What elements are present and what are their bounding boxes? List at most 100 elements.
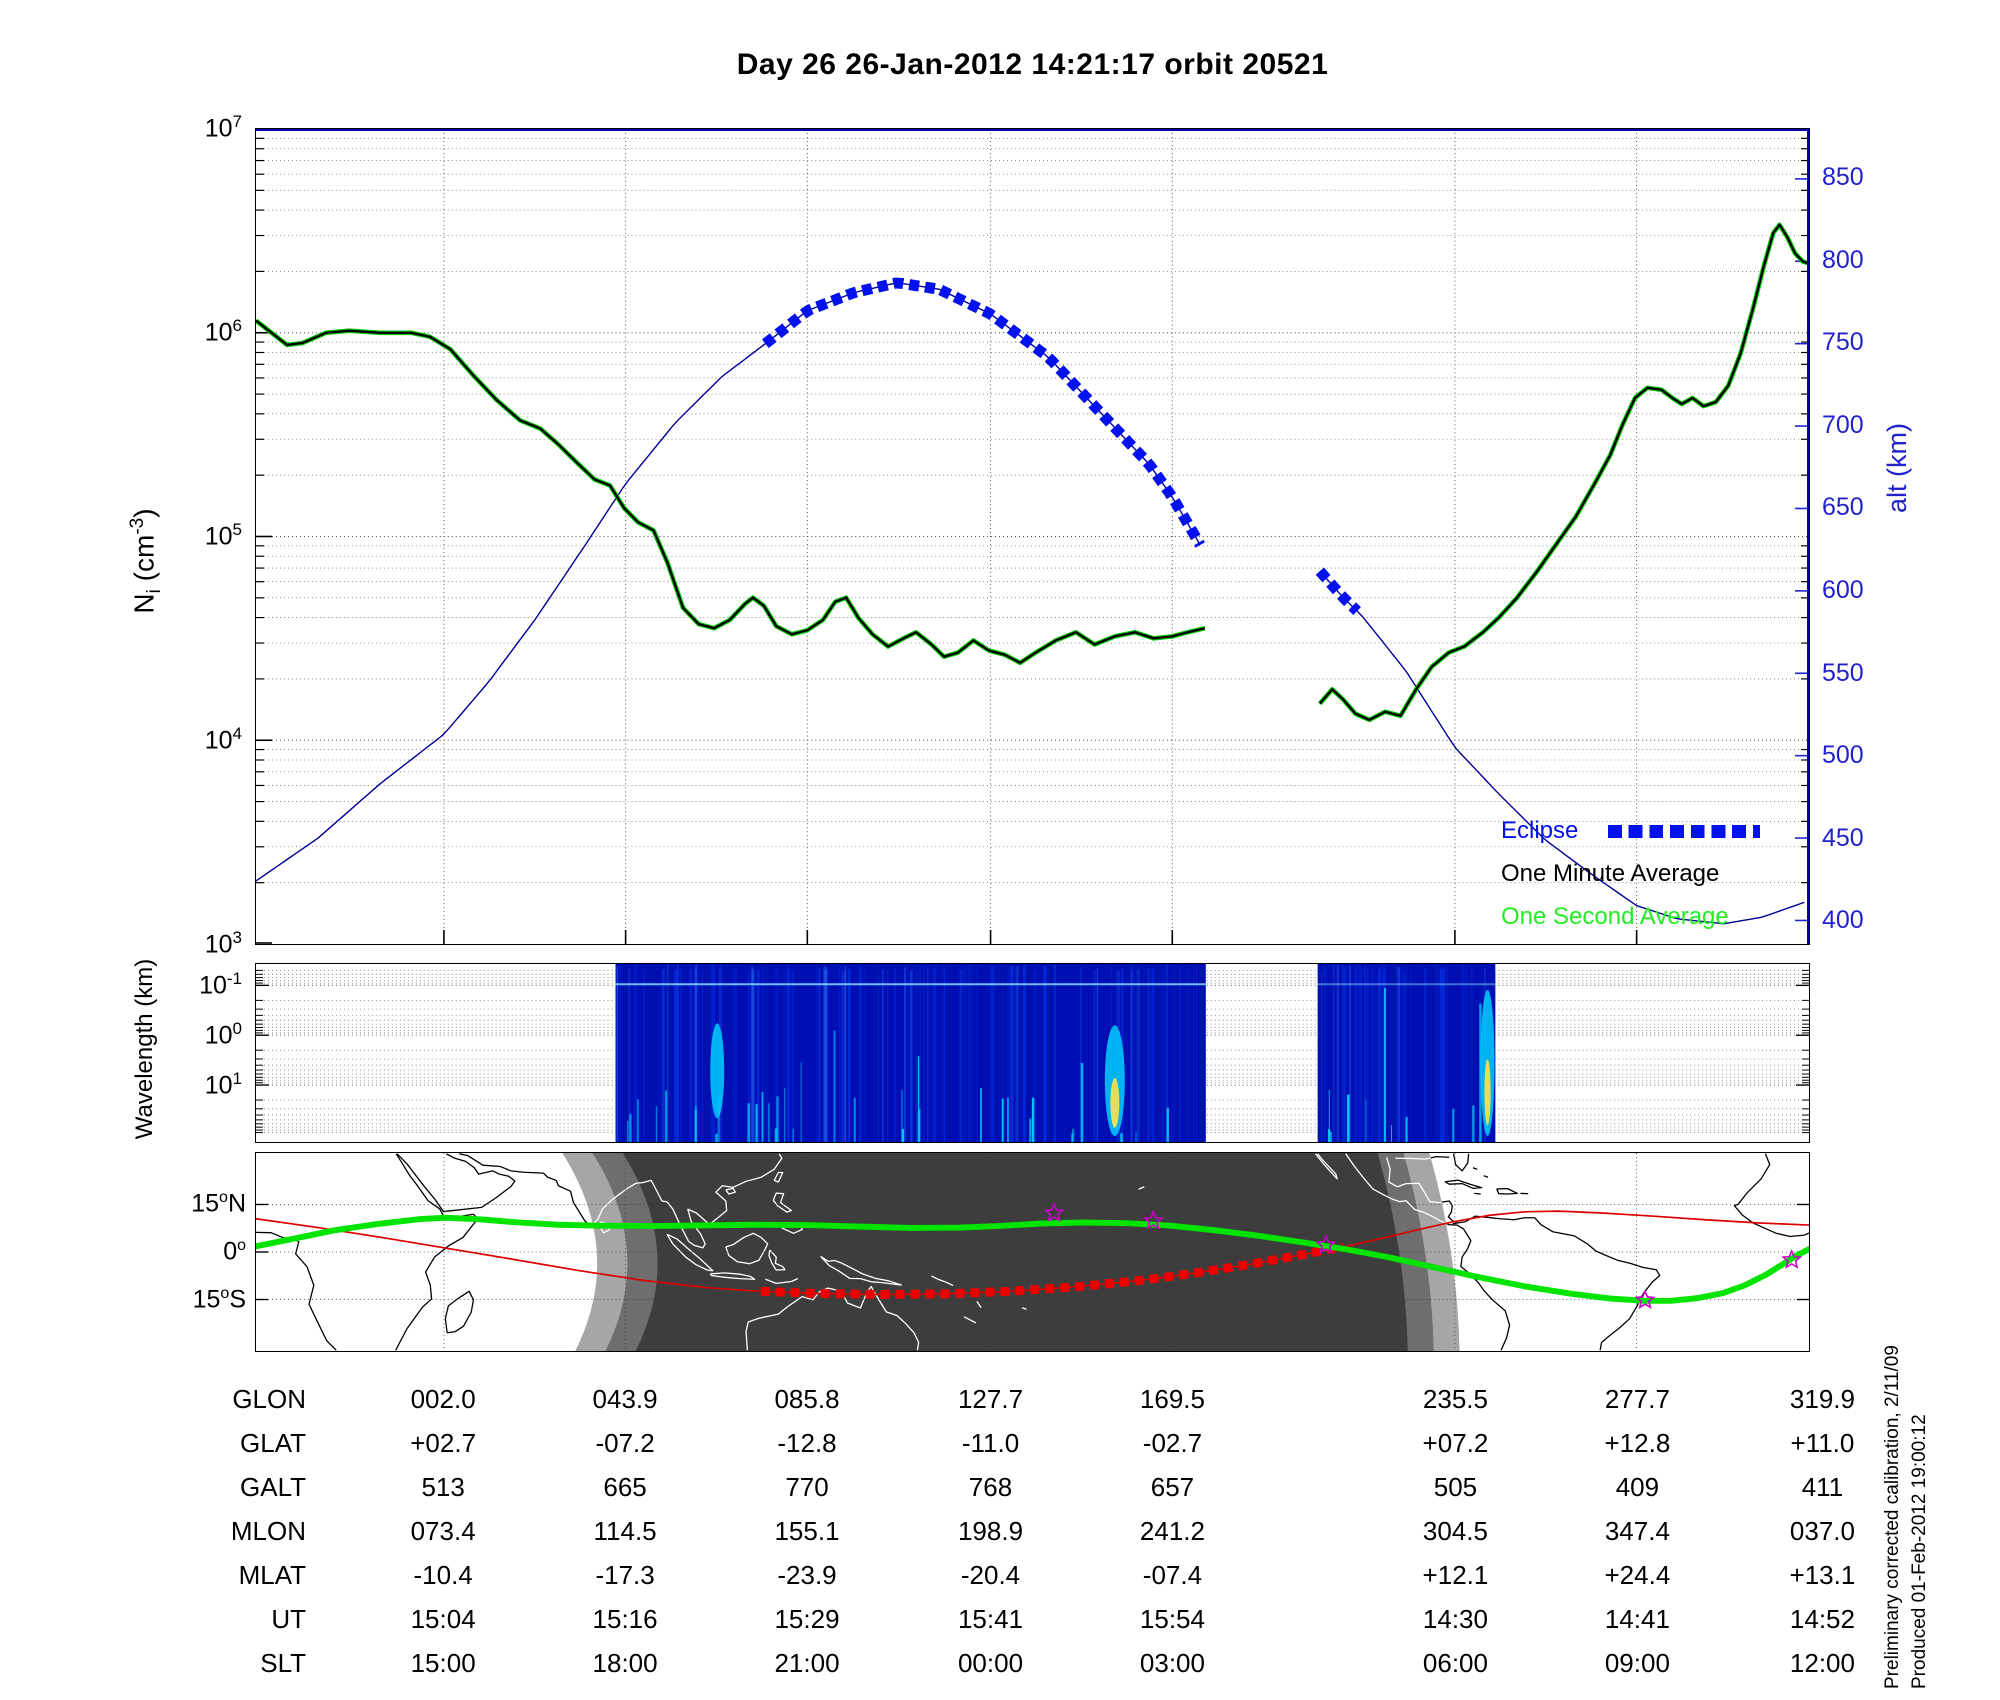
star-marker: [1043, 1202, 1065, 1222]
table-cell: 155.1: [774, 1516, 840, 1546]
density-curve-one-minute: [256, 319, 1206, 664]
table-row-label-mlat: MLAT: [238, 1560, 306, 1590]
density-ytick-label: 105: [204, 520, 242, 551]
table-row-label-glon: GLON: [232, 1384, 306, 1414]
coastline: [1474, 1192, 1481, 1195]
table-cell: 00:00: [957, 1648, 1024, 1678]
table-cell: 002.0: [410, 1384, 476, 1414]
page-title: Day 26 26-Jan-2012 14:21:17 orbit 20521: [736, 48, 1329, 81]
altitude-ytick-label: 500: [1822, 741, 1864, 770]
legend-eclipse-swatch: [1608, 825, 1760, 838]
table-cell: 241.2: [1139, 1516, 1205, 1546]
table-row-label-glat: GLAT: [240, 1428, 306, 1458]
table-cell: 15:41: [957, 1604, 1024, 1634]
coastline: [709, 1272, 756, 1280]
altitude-ytick-label: 550: [1822, 658, 1864, 687]
density-curve-one-minute: [1318, 223, 1809, 722]
legend-one-second-label: One Second Average: [1501, 903, 1729, 930]
coastline: [725, 1187, 736, 1195]
coastline: [444, 1290, 475, 1334]
table-cell: +11.0: [1790, 1428, 1855, 1458]
ion-density-panel: Eclipse One Minute Average One Second Av…: [255, 128, 1810, 945]
table-row-label-mlon: MLON: [230, 1516, 306, 1546]
table-cell: 15:00: [410, 1648, 476, 1678]
coastline: [1315, 1153, 1338, 1180]
table-cell: 319.9: [1789, 1384, 1855, 1414]
table-cell: 03:00: [1139, 1648, 1205, 1678]
table-cell: 169.5: [1139, 1384, 1205, 1414]
altitude-ytick-label: 850: [1822, 163, 1864, 191]
eclipse-dashes: [761, 277, 1205, 548]
table-cell: +12.1: [1422, 1560, 1489, 1590]
coastline: [1472, 1167, 1478, 1170]
table-cell: -12.8: [777, 1428, 837, 1458]
table-cell: 15:04: [410, 1604, 476, 1634]
legend-eclipse-label: Eclipse: [1501, 817, 1579, 844]
wavelength-ytick-label: 101: [204, 1069, 242, 1100]
density-ytick-label: 104: [204, 724, 242, 755]
table-cell: 513: [421, 1472, 465, 1502]
table-cell: 277.7: [1604, 1384, 1670, 1414]
table-cell: +24.4: [1604, 1560, 1671, 1590]
coastline: [396, 1153, 516, 1213]
coastline: [772, 1192, 792, 1213]
ni-sub: i: [143, 589, 165, 594]
coastline: [562, 1153, 783, 1249]
altitude-ytick-label: 450: [1822, 823, 1864, 852]
table-cell: 21:00: [774, 1648, 840, 1678]
coastline: [1138, 1186, 1145, 1190]
altitude-ytick-label: 400: [1822, 906, 1864, 935]
table-cell: 15:29: [774, 1604, 840, 1634]
altitude-ytick-label: 750: [1822, 328, 1864, 357]
calibration-note: Preliminary corrected calibration, 2/11/…: [1879, 1269, 1935, 1689]
coastline: [725, 1232, 769, 1265]
coastline: [931, 1275, 954, 1287]
ground-track-map-panel: [255, 1152, 1810, 1352]
ground-track-eclipse-dashes: [760, 1242, 1344, 1299]
star-marker: [1781, 1248, 1803, 1269]
coastline: [1452, 1215, 1661, 1351]
table-cell: +13.1: [1789, 1560, 1856, 1590]
coastline: [765, 1278, 799, 1285]
density-curve-one-second: [1318, 222, 1809, 723]
table-cell: 09:00: [1604, 1648, 1670, 1678]
coastline: [1483, 1175, 1489, 1178]
table-cell: 657: [1150, 1472, 1195, 1502]
table-cell: +02.7: [410, 1428, 477, 1458]
ni-end: ): [128, 508, 160, 518]
table-cell: 198.9: [957, 1516, 1024, 1546]
map-lat-label: 0o: [223, 1237, 246, 1266]
table-cell: -23.9: [777, 1560, 837, 1590]
altitude-ytick-label: 700: [1822, 410, 1864, 439]
altitude-ytick-label: 600: [1822, 576, 1864, 604]
table-cell: -10.4: [413, 1560, 473, 1590]
wavelength-ytick-label: 10-1: [199, 968, 242, 999]
table-cell: 114.5: [593, 1516, 657, 1546]
table-cell: 409: [1615, 1472, 1660, 1502]
wavelength-spectrogram-panel: [255, 963, 1810, 1143]
table-cell: 768: [968, 1472, 1013, 1502]
star-marker: [1634, 1289, 1656, 1310]
table-cell: 14:41: [1604, 1604, 1670, 1634]
legend-one-minute-label: One Minute Average: [1501, 860, 1720, 887]
map-lat-label: 15oS: [192, 1285, 246, 1314]
calibration-note-line2: Produced 01-Feb-2012 19:00:12: [1909, 1414, 1930, 1689]
altitude-axis-label: alt (km): [1882, 423, 1912, 513]
coastline: [1496, 1187, 1519, 1195]
density-axis-label: Ni (cm-3): [127, 401, 169, 721]
table-cell: 665: [603, 1472, 647, 1502]
ground-track-map: [256, 1153, 1809, 1351]
table-cell: +12.8: [1604, 1428, 1671, 1458]
density-ytick-label: 107: [204, 112, 242, 143]
coastline: [976, 1301, 982, 1309]
table-cell: +07.2: [1422, 1428, 1489, 1458]
coastline: [1452, 1153, 1470, 1172]
table-cell: 085.8: [774, 1384, 840, 1414]
map-lat-label: 15oN: [191, 1189, 246, 1218]
table-cell: 304.5: [1422, 1516, 1488, 1546]
table-row-label-ut: UT: [271, 1604, 306, 1634]
table-cell: 06:00: [1422, 1648, 1488, 1678]
table-cell: -07.2: [595, 1428, 655, 1458]
density-ytick-label: 103: [204, 928, 242, 959]
